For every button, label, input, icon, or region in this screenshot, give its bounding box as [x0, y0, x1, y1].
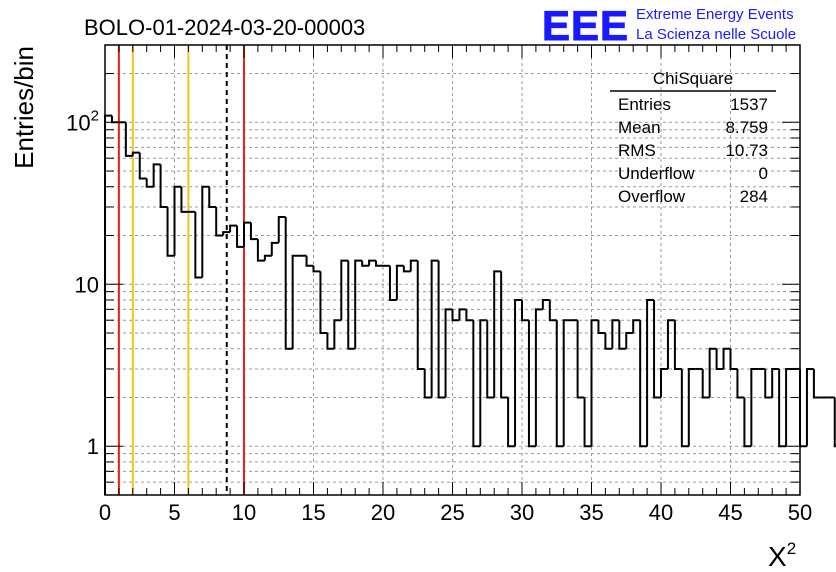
x-tick-label: 50 — [788, 500, 812, 525]
x-tick-label: 10 — [232, 500, 256, 525]
x-axis-label-superscript: 2 — [787, 539, 796, 558]
x-tick-label: 35 — [579, 500, 603, 525]
x-tick-label: 20 — [371, 500, 395, 525]
x-tick-label: 15 — [301, 500, 325, 525]
logo-line-1: Extreme Energy Events — [636, 6, 794, 23]
chart-title: BOLO-01-2024-03-20-00003 — [84, 15, 365, 40]
x-tick-label: 40 — [649, 500, 673, 525]
stats-label-entries: Entries — [618, 95, 671, 114]
stats-value-mean: 8.759 — [725, 118, 768, 137]
x-tick-label: 0 — [99, 500, 111, 525]
stats-label-overflow: Overflow — [618, 187, 686, 206]
y-tick-label-superscript: 2 — [91, 107, 99, 124]
stats-value-rms: 10.73 — [725, 141, 768, 160]
eee-logo: EEE — [542, 2, 629, 49]
stats-label-rms: RMS — [618, 141, 656, 160]
y-axis-label: Entries/bin — [9, 46, 39, 169]
x-tick-label: 30 — [510, 500, 534, 525]
stats-value-overflow: 284 — [740, 187, 768, 206]
x-tick-label: 45 — [718, 500, 742, 525]
stats-title: ChiSquare — [653, 69, 733, 88]
stats-label-underflow: Underflow — [618, 164, 695, 183]
x-tick-label: 5 — [168, 500, 180, 525]
x-axis-label-base: X — [768, 541, 787, 572]
stats-value-underflow: 0 — [759, 164, 768, 183]
x-tick-label: 25 — [440, 500, 464, 525]
y-tick-label: 10 — [75, 272, 99, 297]
logo-line-2: La Scienza nelle Scuole — [636, 26, 796, 43]
y-tick-label: 1 — [87, 434, 99, 459]
stats-value-entries: 1537 — [730, 95, 768, 114]
stats-label-mean: Mean — [618, 118, 661, 137]
y-tick-label-base: 10 — [66, 110, 90, 135]
